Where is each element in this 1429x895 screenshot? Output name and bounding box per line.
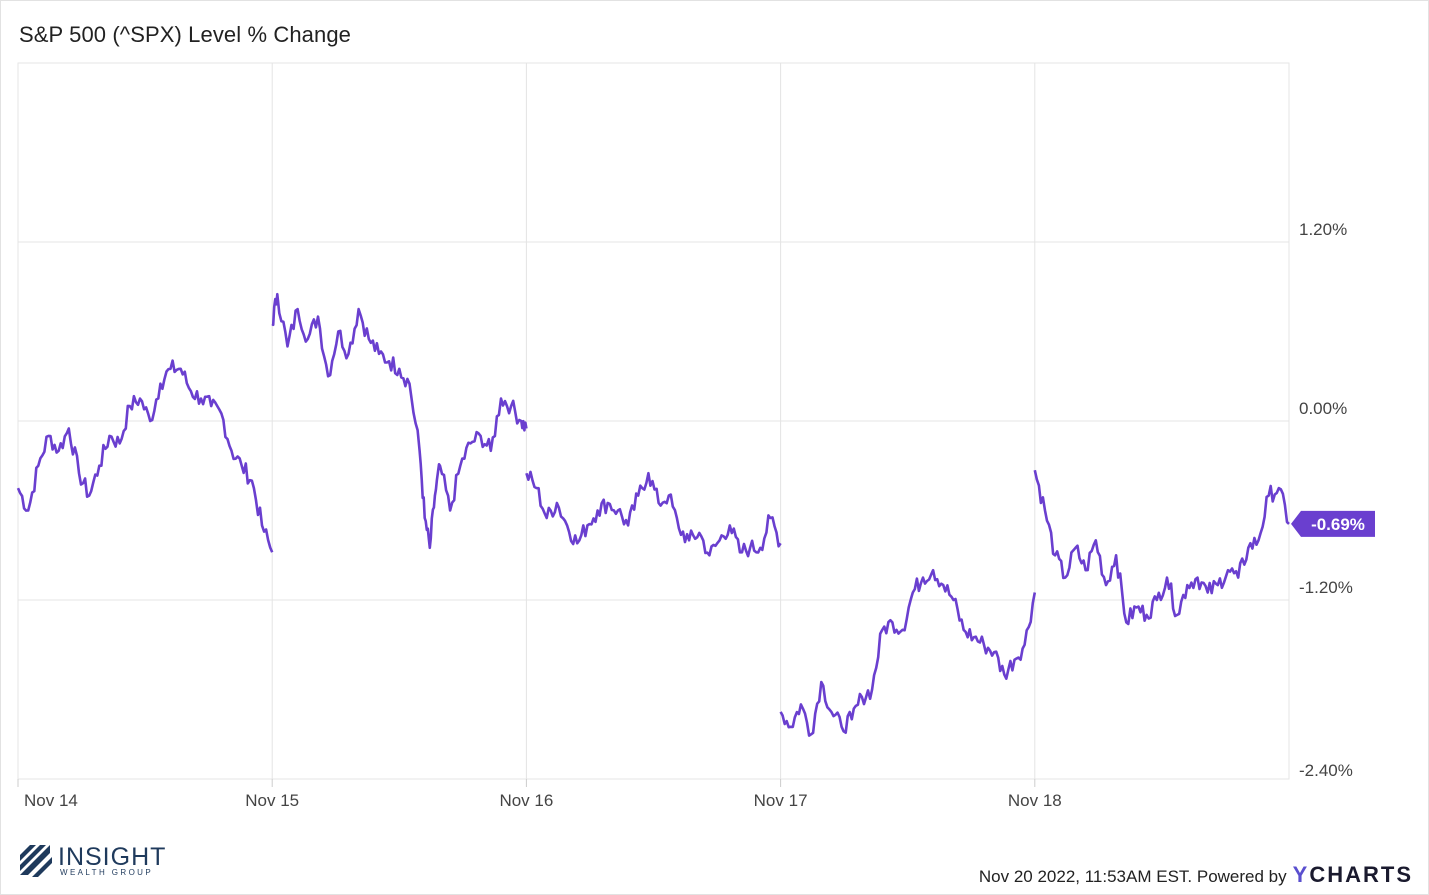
ycharts-logo-rest: CHARTS [1309,862,1413,887]
ycharts-logo[interactable]: YCHARTS [1293,862,1413,887]
y-tick-label: -1.20% [1299,578,1353,597]
y-tick-label: 0.00% [1299,399,1347,418]
y-tick-label: -2.40% [1299,761,1353,780]
series-line-segment [271,292,528,550]
series-line-segment [16,359,274,553]
x-tick-label: Nov 17 [754,791,808,810]
insight-logo: INSIGHT WEALTH GROUP [20,843,170,877]
logo-stripes-icon [20,845,52,877]
ycharts-logo-y: Y [1292,862,1310,887]
y-tick-label: 1.20% [1299,220,1347,239]
footer: Nov 20 2022, 11:53AM EST. Powered by YCHA… [979,862,1413,888]
logo-word: INSIGHT [58,843,167,871]
chart-title: S&P 500 (^SPX) Level % Change [19,22,352,47]
series-line-segment [525,470,782,558]
x-tick-label: Nov 14 [24,791,78,810]
last-value-label: -0.69% [1311,515,1365,534]
last-value-flag [1291,510,1375,537]
footer-timestamp: Nov 20 2022, 11:53AM EST. Powered by [978,867,1287,886]
x-tick-label: Nov 18 [1008,791,1062,810]
x-tick-label: Nov 15 [245,791,299,810]
series-line-segment [1033,469,1290,626]
x-tick-label: Nov 16 [499,791,553,810]
series-line-segment [779,568,1037,737]
logo-subtitle: WEALTH GROUP [60,868,154,877]
